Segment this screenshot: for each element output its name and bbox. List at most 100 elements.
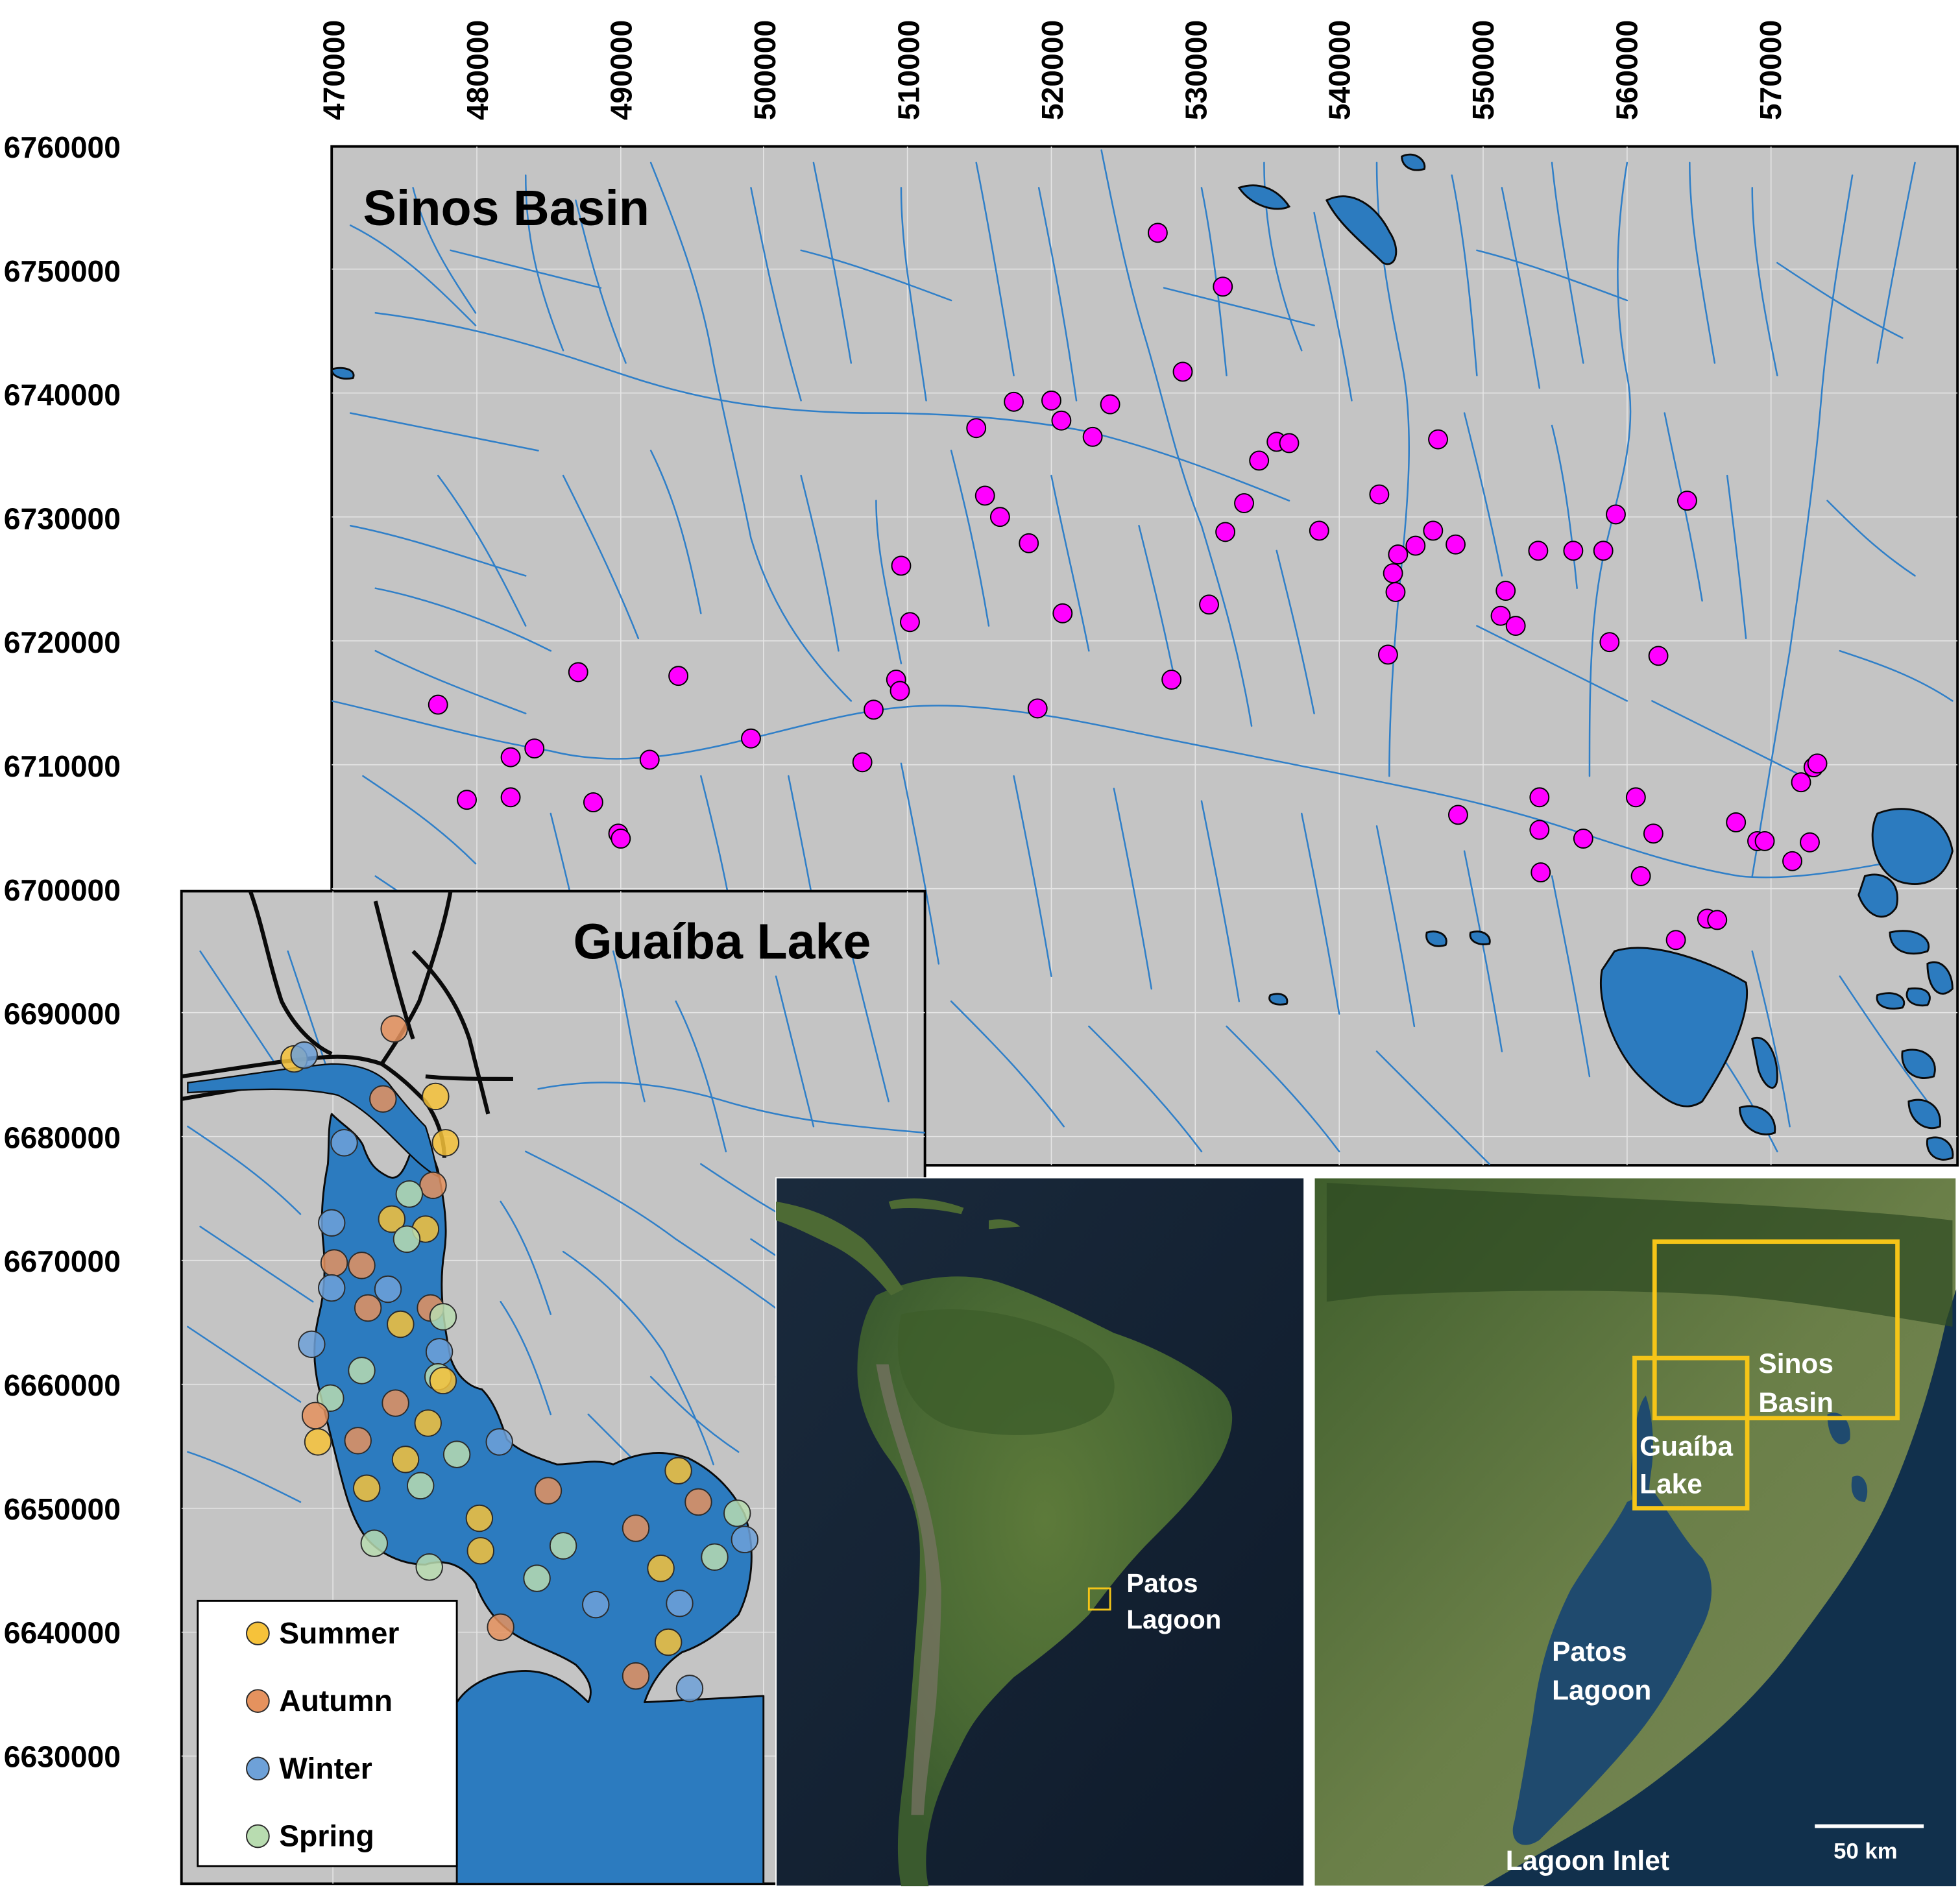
sinos-site-marker [1423,520,1444,541]
andes-band [876,1364,941,1815]
y-axis-tick-label: 6710000 [4,749,121,783]
sinos-site-marker [1782,851,1802,871]
guaiba-site-autumn [684,1488,712,1516]
x-axis-tick-label: 520000 [1035,20,1069,120]
sinos-site-marker [583,792,603,813]
regional-guaiba-line2: Lake [1639,1468,1702,1499]
sinos-site-marker [1279,433,1300,454]
x-axis-tick-label: 530000 [1179,20,1213,120]
guaiba-site-spring [523,1564,551,1592]
sinos-site-marker [1530,862,1551,883]
x-axis-tick-label: 570000 [1754,20,1787,120]
sinos-site-marker [1377,644,1398,665]
sinos-site-marker [611,829,631,849]
x-axis-tick-label: 500000 [748,20,782,120]
guaiba-site-spring [442,1440,471,1468]
legend-label-summer: Summer [279,1616,399,1650]
sinos-site-marker [900,612,920,633]
guaiba-site-summer [378,1205,406,1233]
sinos-site-marker [1707,910,1728,930]
guaiba-site-winter [330,1129,358,1157]
sinos-site-marker [1215,522,1236,542]
regional-patos-line2: Lagoon [1552,1675,1651,1706]
y-axis-tick-label: 6760000 [4,130,121,164]
guaiba-site-winter [374,1275,402,1303]
y-axis-tick-label: 6750000 [4,254,121,288]
sinos-water-bodies [332,153,1954,1161]
y-axis-tick-label: 6730000 [4,502,121,535]
guaiba-site-autumn [369,1085,397,1113]
guaiba-site-spring [549,1532,577,1560]
sinos-site-marker [1599,632,1620,653]
guaiba-site-spring [415,1553,443,1581]
regional-sinos-line2: Basin [1758,1387,1833,1418]
y-axis-tick-label: 6720000 [4,625,121,659]
guaiba-site-summer [304,1428,332,1456]
guaiba-site-winter [425,1338,454,1366]
sinos-site-marker [1677,491,1697,511]
guaiba-site-winter [317,1209,346,1237]
legend-swatch-spring [246,1824,270,1848]
y-axis-tick-label: 6640000 [4,1616,121,1650]
sinos-site-marker [1791,772,1811,793]
y-axis-tick-label: 6700000 [4,873,121,907]
sinos-site-marker [1529,787,1550,808]
sinos-site-marker [1447,805,1468,825]
sinos-site-marker [1052,603,1073,624]
guaiba-lake-box [1632,1355,1750,1510]
guaiba-site-winter [666,1589,694,1617]
sinos-site-marker [1428,429,1448,450]
guaiba-site-autumn [381,1389,409,1417]
sinos-site-marker [1383,563,1403,583]
sinos-site-marker [1019,533,1039,553]
legend-swatch-winter [246,1756,270,1781]
guaiba-site-summer [647,1554,675,1582]
guaiba-site-autumn [534,1477,563,1505]
x-axis-tick-label: 560000 [1610,20,1644,120]
regional-lagoon-inlet-label: Lagoon Inlet [1506,1845,1669,1876]
sinos-site-marker [1529,819,1550,840]
sinos-site-marker [1800,832,1820,853]
guaiba-site-summer [414,1409,442,1437]
guaiba-site-summer [429,1366,457,1395]
sinos-site-marker [639,749,660,770]
sinos-site-marker [1505,616,1526,636]
sinos-site-marker [1754,830,1775,851]
regional-guaiba-line1: Guaíba [1639,1431,1733,1462]
guaiba-site-spring [395,1180,424,1208]
sinos-site-marker [568,662,588,683]
guaiba-site-summer [387,1310,415,1339]
caribbean-islands [888,1198,1021,1230]
legend-label-winter: Winter [279,1751,372,1785]
sinos-site-marker [889,681,910,701]
guaiba-site-winter [298,1330,326,1359]
legend-label-autumn: Autumn [279,1684,393,1717]
guaiba-site-winter [485,1428,513,1456]
guaiba-site-spring [701,1543,729,1571]
legend-swatch-autumn [246,1689,270,1714]
sinos-site-marker [1625,787,1646,808]
sinos-site-marker [1172,361,1193,382]
legend-swatch-summer [246,1621,270,1645]
guaiba-site-autumn [354,1294,382,1322]
sinos-site-marker [1027,698,1048,719]
guaiba-site-spring [348,1357,376,1385]
sinos-site-marker [1082,426,1103,447]
patos-lagoon-water [1512,1489,1712,1845]
y-axis-tick-label: 6650000 [4,1492,121,1526]
sinos-site-marker [1405,535,1426,556]
sa-continent [857,1276,1233,1887]
regional-sinos-line1: Sinos [1758,1348,1833,1379]
sinos-site-marker [1446,534,1466,555]
sinos-site-marker [1385,582,1406,602]
sinos-site-marker [1041,390,1061,411]
guaiba-site-spring [360,1529,389,1557]
sa-patos-label-line1: Patos [1126,1568,1198,1598]
x-axis-tick-label: 550000 [1466,20,1500,120]
guaiba-site-winter [675,1675,704,1702]
sinos-site-marker [1726,812,1747,832]
guaiba-site-autumn [380,1015,408,1043]
sinos-site-marker [500,787,521,808]
guaiba-site-summer [431,1129,459,1157]
sinos-site-marker [989,507,1010,527]
